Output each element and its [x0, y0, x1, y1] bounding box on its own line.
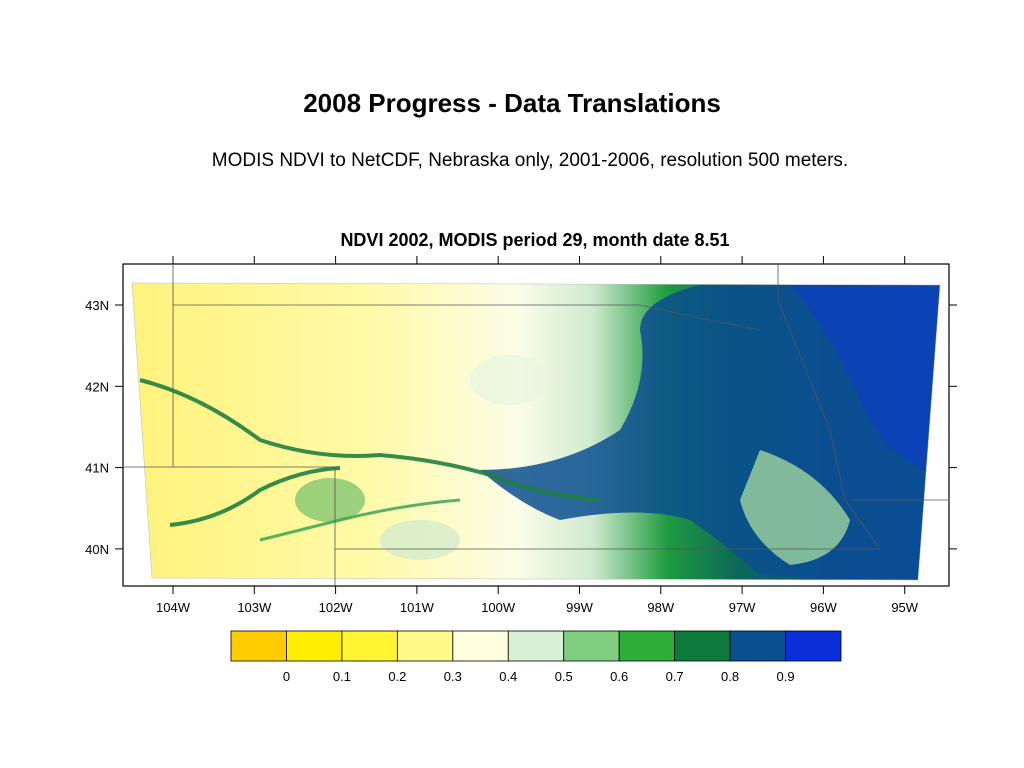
colorbar-label: 0.9: [777, 669, 795, 684]
lon-tick-label: 101W: [400, 600, 435, 615]
colorbar-label: 0.6: [610, 669, 628, 684]
colorbar-segment: [396, 630, 454, 662]
lat-tick-label: 43N: [85, 298, 109, 313]
lat-tick-label: 41N: [85, 461, 109, 476]
colorbar-label: 0.8: [721, 669, 739, 684]
colorbar-label: 0.2: [388, 669, 406, 684]
colorbar-segment: [452, 630, 509, 662]
map-title: NDVI 2002, MODIS period 29, month date 8…: [340, 230, 730, 250]
colorbar-segment: [563, 630, 620, 662]
colorbar-segment: [618, 630, 676, 662]
lon-tick-label: 97W: [729, 600, 756, 615]
slide-title: 2008 Progress - Data Translations: [303, 88, 721, 118]
colorbar-label: 0: [283, 669, 290, 684]
lat-tick-label: 42N: [85, 379, 109, 394]
colorbar-segment: [230, 630, 287, 662]
state-boundaries: [123, 264, 949, 586]
lon-tick-label: 95W: [891, 600, 918, 615]
colorbar-label: 0.4: [499, 669, 517, 684]
lon-tick-label: 100W: [481, 600, 516, 615]
colorbar-label: 0.3: [444, 669, 462, 684]
ndvi-colorbar: 0 0.1 0.2 0.3 0.4 0.5 0.6 0.7 0.8 0.9: [230, 630, 842, 684]
lon-tick-label: 96W: [810, 600, 837, 615]
colorbar-segment: [729, 630, 786, 662]
colorbar-segment: [674, 630, 731, 662]
latitude-axis: 43N 42N 41N 40N: [85, 298, 957, 557]
colorbar-label: 0.7: [666, 669, 684, 684]
ndvi-raster: [132, 283, 940, 580]
colorbar-label: 0.5: [555, 669, 573, 684]
colorbar-segment: [785, 630, 842, 662]
lon-tick-label: 98W: [647, 600, 674, 615]
lon-tick-label: 103W: [237, 600, 272, 615]
lon-tick-label: 99W: [566, 600, 593, 615]
colorbar-label: 0.1: [333, 669, 351, 684]
colorbar-segment: [286, 630, 343, 662]
longitude-axis: 104W 103W 102W 101W 100W 99W 98W 97W 96W 95W: [156, 256, 919, 615]
lon-tick-label: 102W: [319, 600, 354, 615]
slide-subtitle: MODIS NDVI to NetCDF, Nebraska only, 200…: [211, 150, 849, 171]
lon-tick-label: 104W: [156, 600, 191, 615]
colorbar-segment: [507, 630, 565, 662]
colorbar-segment: [341, 630, 398, 662]
lat-tick-label: 40N: [85, 542, 109, 557]
